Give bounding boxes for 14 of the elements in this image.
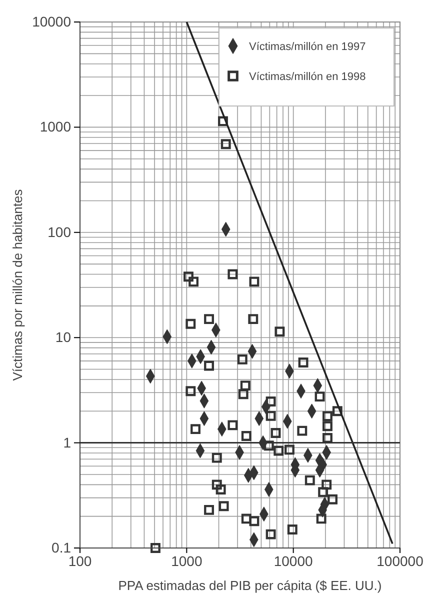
- y-tick-label: 0.1: [52, 539, 72, 556]
- x-tick-label: 10000: [274, 552, 314, 569]
- x-axis-title: PPA estimadas del PIB per cápita ($ EE. UU.): [118, 578, 382, 593]
- legend-label: Víctimas/millón en 1998: [249, 71, 366, 83]
- x-tick-label: 100: [68, 552, 92, 569]
- x-tick-label: 100000: [376, 552, 424, 569]
- y-tick-label: 1: [63, 434, 72, 450]
- y-tick-label: 10: [55, 329, 72, 346]
- y-tick-label: 1000: [40, 118, 72, 135]
- y-tick-label: 10000: [32, 13, 72, 30]
- y-tick-label: 100: [48, 224, 72, 240]
- x-tick-label: 1000: [171, 552, 202, 569]
- y-axis-title: Víctimas por millón de habitantes: [10, 188, 25, 381]
- legend-label: Víctimas/millón en 1997: [249, 41, 366, 53]
